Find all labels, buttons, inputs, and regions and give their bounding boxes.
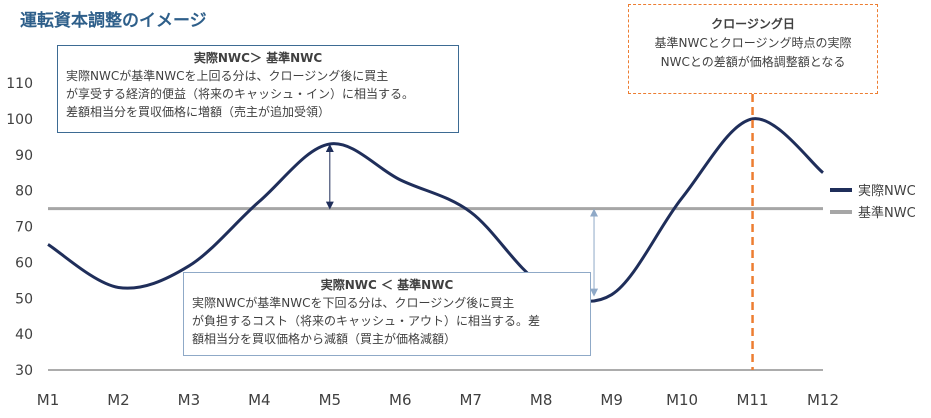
legend-item-actual: 実際NWC	[830, 180, 916, 199]
annotation-above-line: 差額相当分を買収価格に増額（売主が追加受領）	[66, 105, 331, 119]
legend-label-base: 基準NWC	[858, 206, 916, 221]
x-tick-label: M9	[600, 391, 623, 409]
closing-date-heading: クロージング日	[711, 17, 795, 31]
x-tick-label: M4	[248, 391, 271, 409]
y-tick-label: 100	[6, 112, 33, 128]
x-tick-label: M10	[666, 391, 698, 409]
series-line-actual	[47, 117, 824, 303]
annotation-below-line: 額相当分を買収価格から減額（買主が価格減額）	[192, 332, 457, 346]
x-tick-label: M3	[178, 391, 201, 409]
annotation-above-heading: 実際NWC＞ 基準NWC	[193, 51, 323, 65]
annotation-above-box: 実際NWC＞ 基準NWC 実際NWCが基準NWCを上回る分は、クロージング後に買…	[57, 45, 459, 133]
y-tick-label: 110	[6, 76, 33, 92]
legend-label-actual: 実際NWC	[858, 184, 916, 199]
chart-title: 運転資本調整のイメージ	[20, 11, 207, 31]
annotation-below-line: が負担するコスト（将来のキャッシュ・アウト）に相当する。差	[192, 314, 541, 328]
y-tick-label: 90	[15, 148, 33, 164]
x-tick-label: M2	[107, 391, 130, 409]
y-tick-label: 80	[15, 184, 33, 200]
annotation-below-box: 実際NWC ＜ 基準NWC 実際NWCが基準NWCを下回る分は、クロージング後に…	[183, 272, 591, 356]
x-tick-label: M8	[530, 391, 553, 409]
y-tick-label: 40	[15, 327, 33, 343]
legend-swatch-actual	[830, 187, 852, 192]
x-tick-label: M1	[37, 391, 60, 409]
annotation-above-line: 実際NWCが基準NWCを上回る分は、クロージング後に買主	[66, 69, 389, 83]
annotation-above-line: が享受する経済的便益（将来のキャッシュ・イン）に相当する。	[66, 87, 415, 101]
x-tick-label: M12	[807, 391, 839, 409]
x-tick-label: M6	[389, 391, 412, 409]
annotation-below-line: 実際NWCが基準NWCを下回る分は、クロージング後に買主	[192, 296, 515, 310]
annotation-below-heading: 実際NWC ＜ 基準NWC	[320, 278, 454, 292]
closing-date-line: NWCとの差額が価格調整額となる	[660, 55, 846, 69]
x-tick-label: M7	[459, 391, 482, 409]
x-tick-label: M11	[737, 391, 769, 409]
closing-date-line: 基準NWCとクロージング時点の実際	[654, 36, 852, 50]
y-tick-label: 70	[15, 220, 33, 236]
closing-date-box: クロージング日 基準NWCとクロージング時点の実際 NWCとの差額が価格調整額と…	[628, 4, 878, 94]
legend-swatch-base	[830, 209, 852, 214]
x-tick-label: M5	[319, 391, 342, 409]
legend-item-base: 基準NWC	[830, 202, 916, 221]
y-tick-label: 30	[15, 363, 33, 379]
y-tick-label: 50	[15, 291, 33, 307]
y-tick-label: 60	[15, 255, 33, 271]
